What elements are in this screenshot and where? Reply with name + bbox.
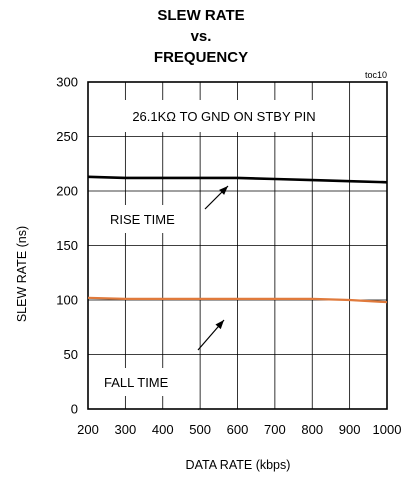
- rise-time-arrow-head: [219, 186, 228, 195]
- y-tick-label: 250: [56, 129, 78, 144]
- annotation-box: [95, 368, 185, 396]
- x-tick-label: 900: [339, 422, 361, 437]
- chart-title-line-3: FREQUENCY: [153, 49, 249, 66]
- series-line-fall-time: [87, 296, 388, 304]
- annotation-box: [100, 205, 195, 233]
- annotation-rise-time: RISE TIME: [110, 212, 175, 227]
- annotation-condition: 26.1KΩ TO GND ON STBY PIN: [132, 109, 315, 124]
- y-tick-label: 200: [56, 184, 78, 199]
- y-axis-label: SLEW RATE (ns): [15, 225, 29, 323]
- figure-tag: toc10: [365, 70, 387, 80]
- annotation-box: [118, 100, 330, 132]
- y-tick-label: 50: [64, 347, 78, 362]
- x-tick-label: 400: [152, 422, 174, 437]
- series-line-rise-time: [87, 175, 388, 184]
- x-tick-label: 300: [115, 422, 137, 437]
- annotation-fall-time: FALL TIME: [104, 375, 169, 390]
- x-tick-label: 500: [189, 422, 211, 437]
- y-tick-label: 100: [56, 293, 78, 308]
- y-axis-label-container: SLEW RATE (ns): [2, 195, 29, 355]
- y-tick-label: 300: [56, 75, 78, 90]
- x-tick-label: 600: [227, 422, 249, 437]
- fall-time-arrow-head: [215, 320, 224, 330]
- x-tick-label: 1000: [373, 422, 402, 437]
- plot-frame: [87, 81, 388, 410]
- chart-title-line-2: vs.: [190, 28, 212, 45]
- x-tick-label: 200: [77, 422, 99, 437]
- chart-title-line-1: SLEW RATE: [157, 7, 245, 24]
- x-tick-label: 800: [301, 422, 323, 437]
- y-tick-label: 150: [56, 238, 78, 253]
- x-tick-label: 700: [264, 422, 286, 437]
- y-tick-label: 0: [71, 402, 78, 417]
- x-axis-label: DATA RATE (kbps): [185, 458, 291, 472]
